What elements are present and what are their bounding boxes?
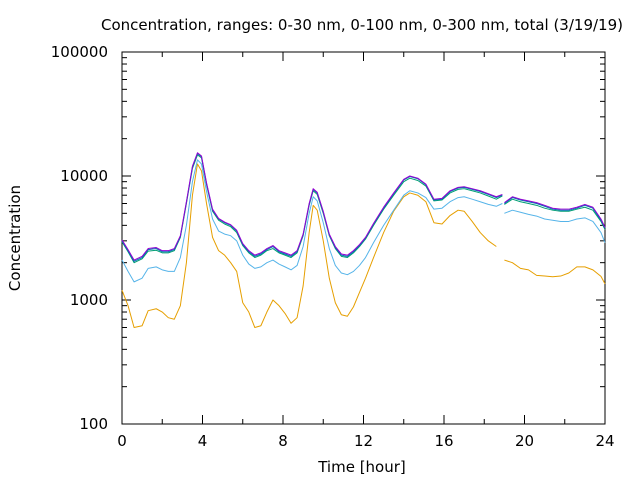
series-line-2 <box>121 159 606 283</box>
y-tick-label: 100 <box>79 415 108 433</box>
x-tick-label: 8 <box>278 432 288 450</box>
x-tick-label: 4 <box>198 432 208 450</box>
y-tick-label: 100000 <box>51 43 108 61</box>
x-tick-label: 0 <box>117 432 127 450</box>
x-tick-label: 16 <box>434 432 453 450</box>
x-tick-label: 20 <box>515 432 534 450</box>
x-tick-label: 24 <box>595 432 614 450</box>
series-line-5 <box>121 152 606 261</box>
plot-frame <box>121 51 606 425</box>
x-axis-label: Time [hour] <box>317 458 406 476</box>
series-line-4 <box>121 152 606 262</box>
series-line-1 <box>121 163 606 329</box>
y-tick-label: 10000 <box>60 167 108 185</box>
y-tick-label: 1000 <box>70 291 108 309</box>
x-tick-labels: 0 4 8 12 16 20 24 <box>117 432 614 450</box>
chart-title: Concentration, ranges: 0-30 nm, 0-100 nm… <box>101 16 623 34</box>
y-tick-labels: 100 1000 10000 100000 <box>51 43 108 433</box>
series-lines <box>121 152 606 329</box>
y-axis-label: Concentration <box>6 185 24 291</box>
axis-ticks <box>121 51 606 425</box>
x-tick-label: 12 <box>354 432 373 450</box>
